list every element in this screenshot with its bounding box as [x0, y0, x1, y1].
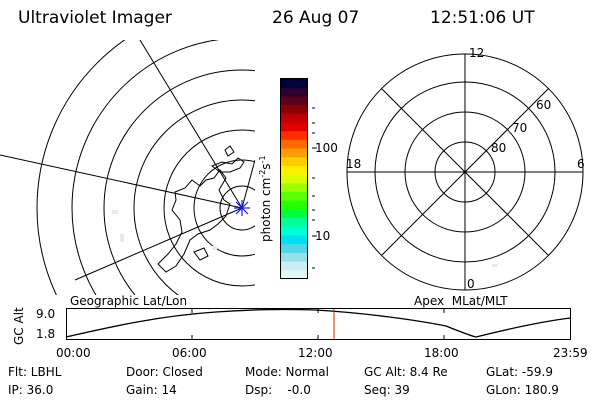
colorbar-segment [281, 165, 307, 176]
mlt-18-label: 18 [346, 157, 362, 171]
colorbar-ticks [312, 107, 317, 269]
mode-info: Mode: Normal [245, 365, 329, 379]
time-tick-3: 18:00 [424, 346, 459, 360]
colorbar [280, 78, 308, 280]
dsp-info: Dsp: -0.0 [245, 383, 311, 397]
gc-alt-axis-label: GC Alt [12, 307, 26, 345]
mlt-6-label: 6 [577, 157, 585, 171]
colorbar-segment [281, 105, 307, 115]
lat-circle [103, 69, 255, 295]
colorbar-segment [281, 113, 307, 123]
lat-circle [163, 129, 255, 287]
gain-info: Gain: 14 [126, 383, 177, 397]
gc-alt-info: GC Alt: 8.4 Re [364, 365, 448, 379]
glon-info: GLon: 180.9 [486, 383, 559, 397]
coastline [210, 157, 245, 173]
instrument-title: Ultraviolet Imager [18, 8, 172, 28]
colorbar-tick-100: 100 [315, 141, 338, 155]
lat-circle [36, 40, 126, 295]
mlt-12-label: 12 [469, 46, 485, 60]
colorbar-segment [281, 183, 307, 193]
lat-circle [71, 40, 220, 295]
gc-alt-timeline [66, 308, 572, 340]
colorbar-segment [281, 235, 307, 245]
lat-circle [133, 99, 255, 295]
gc-alt-tick-bottom: 1.8 [36, 327, 56, 341]
colorbar-segment [281, 192, 307, 202]
time-tick-1: 06:00 [172, 346, 207, 360]
mlt-0-label: 0 [467, 277, 475, 291]
colorbar-segment [281, 244, 307, 254]
date-label: 26 Aug 07 [272, 8, 360, 28]
ip-info: IP: 36.0 [8, 383, 54, 397]
colorbar-segment [281, 131, 307, 141]
colorbar-segment [281, 200, 307, 210]
colorbar-segment [281, 122, 307, 132]
geographic-map [0, 40, 255, 295]
apex-label: Apex MLat/MLT [414, 294, 508, 308]
meridian-line [139, 40, 243, 209]
colorbar-segment [281, 261, 307, 271]
colorbar-segment [281, 252, 307, 263]
time-tick-4: 23:59 [553, 346, 588, 360]
colorbar-segment [281, 139, 307, 150]
colorbar-unit-label: photon cm-2s-1 [258, 155, 273, 242]
mlt-line [381, 88, 549, 256]
time-tick-0: 00:00 [56, 346, 91, 360]
colorbar-segment [281, 79, 307, 89]
colorbar-segment [281, 157, 307, 167]
colorbar-tick-10: 10 [315, 229, 331, 243]
colorbar-segment [281, 218, 307, 228]
coastline [193, 247, 209, 261]
colorbar-segment [281, 174, 307, 184]
mlat-80-label: 80 [491, 141, 507, 155]
mlat-60-label: 60 [536, 98, 552, 112]
apex-polar-plot [346, 53, 584, 291]
seq-info: Seq: 39 [364, 383, 410, 397]
gc-alt-tick-top: 9.0 [36, 307, 56, 321]
colorbar-segment [281, 96, 307, 106]
meridian-line [241, 159, 255, 209]
filter-info: Flt: LBHL [8, 365, 62, 379]
coastline [157, 169, 231, 273]
altitude-curve [66, 308, 572, 338]
colorbar-segment [281, 270, 307, 280]
time-tick-2: 12:00 [298, 346, 333, 360]
colorbar-segment [281, 148, 307, 158]
meridian-line [74, 207, 243, 281]
meridian-line [0, 154, 243, 209]
geographic-label: Geographic Lat/Lon [70, 294, 188, 308]
glat-info: GLat: -59.9 [486, 365, 553, 379]
lat-circle [193, 159, 255, 257]
colorbar-segment [281, 209, 307, 219]
time-label: 12:51:06 UT [430, 8, 535, 28]
door-info: Door: Closed [126, 365, 203, 379]
colorbar-segment [281, 226, 307, 237]
colorbar-frame [280, 78, 308, 279]
mlat-70-label: 70 [512, 121, 528, 135]
colorbar-segment [281, 87, 307, 97]
lat-circle [219, 185, 255, 231]
coastline [224, 145, 235, 157]
